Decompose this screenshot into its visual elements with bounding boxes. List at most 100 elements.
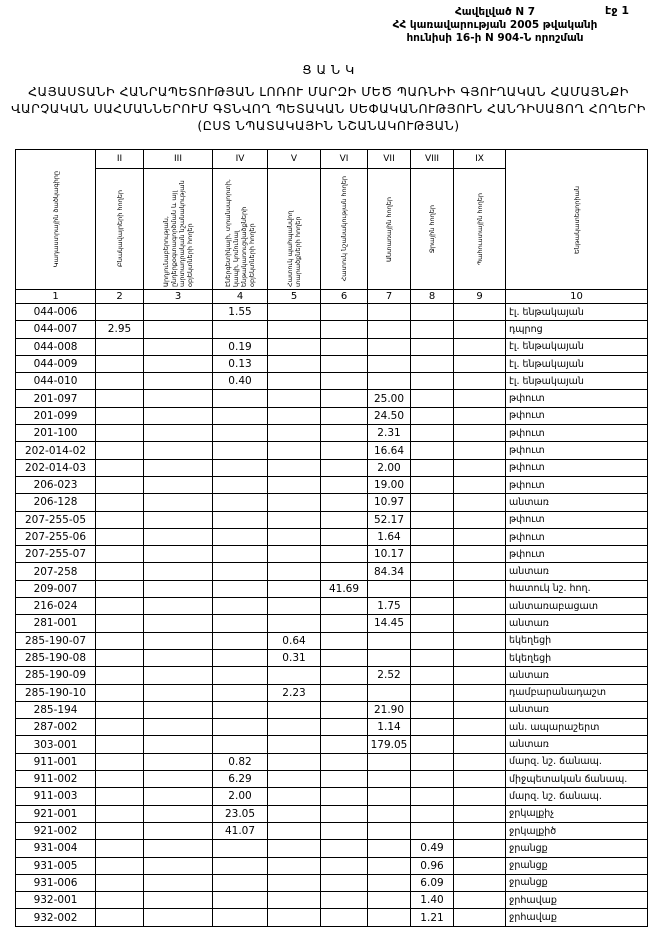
area-cell — [143, 614, 213, 633]
column-roman-4: IV — [212, 149, 268, 169]
area-cell — [267, 562, 321, 581]
area-cell — [143, 752, 213, 772]
area-cell — [320, 302, 368, 322]
subcategory-cell: եկեղեցի — [505, 648, 648, 668]
area-cell — [367, 683, 411, 702]
area-cell — [453, 320, 506, 339]
area-cell — [95, 579, 144, 599]
area-cell: 0.96 — [410, 856, 454, 875]
table-row: 932-002 1.21 ջրհավաք — [15, 908, 648, 927]
area-cell: 1.55 — [212, 302, 268, 322]
column-header-10: Ենթակատեգորիան — [505, 149, 648, 290]
area-cell — [410, 735, 454, 754]
area-cell — [143, 873, 213, 893]
area-cell — [212, 891, 268, 910]
area-cell — [95, 372, 144, 391]
table-row: 206-128 10.97 անտառ — [15, 493, 648, 512]
area-cell — [453, 735, 506, 754]
area-cell — [453, 839, 506, 858]
cadastral-code-cell: 921-002 — [15, 821, 96, 841]
area-cell — [143, 666, 213, 685]
cadastral-code-cell: 911-003 — [15, 787, 96, 806]
cadastral-code-cell: 932-001 — [15, 891, 96, 910]
area-cell: 1.21 — [410, 908, 454, 927]
area-cell: 0.31 — [267, 648, 321, 668]
area-cell — [453, 389, 506, 408]
cadastral-code-cell: 285-190-08 — [15, 648, 96, 668]
area-cell — [320, 787, 368, 806]
area-cell — [453, 527, 506, 547]
area-cell — [143, 700, 213, 720]
subcategory-cell: ջրհավաք — [505, 908, 648, 927]
column-header-4: Էներգետիկայի, տրանսպորտի, կապի, կոմունալ… — [212, 168, 268, 290]
area-cell — [95, 510, 144, 529]
area-cell — [367, 648, 411, 668]
area-cell — [267, 908, 321, 927]
area-cell — [267, 441, 321, 460]
area-cell — [320, 320, 368, 339]
area-cell — [95, 735, 144, 754]
area-cell — [212, 908, 268, 927]
annex-reference: Հավելված N 7 ՀՀ կառավարության 2005 թվակա… — [380, 6, 610, 45]
column-number: 8 — [410, 289, 454, 304]
area-cell — [453, 908, 506, 927]
area-cell — [95, 804, 144, 823]
cadastral-code-cell: 911-001 — [15, 752, 96, 772]
cadastral-code-cell: 044-009 — [15, 354, 96, 374]
area-cell — [95, 562, 144, 581]
area-cell — [212, 666, 268, 685]
area-cell — [95, 787, 144, 806]
area-cell: 2.00 — [367, 458, 411, 477]
area-cell — [367, 354, 411, 374]
cadastral-code-cell: 207-255-06 — [15, 527, 96, 547]
area-cell — [212, 545, 268, 564]
area-cell — [143, 770, 213, 789]
area-cell — [320, 389, 368, 408]
area-cell — [143, 527, 213, 547]
table-row: 287-002 1.14 ան. ապարաշերտ — [15, 718, 648, 737]
area-cell — [320, 527, 368, 547]
table-row: 202-014-02 16.64 թփուտ — [15, 441, 648, 460]
area-cell — [267, 545, 321, 564]
area-cell — [410, 700, 454, 720]
area-cell — [320, 648, 368, 668]
area-cell — [320, 614, 368, 633]
area-cell: 21.90 — [367, 700, 411, 720]
area-cell — [453, 441, 506, 460]
area-cell — [320, 908, 368, 927]
area-cell: 179.05 — [367, 735, 411, 754]
area-cell — [453, 579, 506, 599]
column-label: Հատուկ պահպանվող տարածքների հողեր — [286, 210, 302, 287]
area-cell: 2.00 — [212, 787, 268, 806]
subcategory-cell: էլ. ենթակայան — [505, 354, 648, 374]
area-cell — [95, 545, 144, 564]
area-cell — [267, 475, 321, 495]
column-roman-9: IX — [453, 149, 506, 169]
table-row: 285-194 21.90 անտառ — [15, 700, 648, 720]
table-row: 911-003 2.00 մարզ. նշ. ճանապ. — [15, 787, 648, 806]
area-cell — [95, 839, 144, 858]
area-cell — [367, 579, 411, 599]
column-number: 6 — [320, 289, 368, 304]
document-title-line-2: ՎԱՐՉԱԿԱՆ ՍԱՀՄԱՆՆԵՐՈՒՄ ԳՏՆՎՈՂ ՊԵՏԱԿԱՆ ՍԵՓ… — [11, 101, 646, 116]
area-cell — [410, 666, 454, 685]
column-number: 7 — [367, 289, 411, 304]
area-cell — [95, 821, 144, 841]
area-cell — [267, 614, 321, 633]
area-cell — [320, 493, 368, 512]
subcategory-cell: դամբարանադաշտ — [505, 683, 648, 702]
area-cell — [143, 821, 213, 841]
subcategory-cell: անտառ — [505, 493, 648, 512]
area-cell — [267, 406, 321, 426]
area-cell — [453, 510, 506, 529]
column-number: 5 — [267, 289, 321, 304]
area-cell — [453, 458, 506, 477]
area-cell — [453, 856, 506, 875]
cadastral-code-cell: 201-097 — [15, 389, 96, 408]
area-cell — [212, 424, 268, 443]
column-roman-5: V — [267, 149, 321, 169]
area-cell — [267, 302, 321, 322]
area-cell — [320, 821, 368, 841]
table-row: 044-006 1.55 էլ. ենթակայան — [15, 302, 648, 322]
annex-decree-line: ՀՀ կառավարության 2005 թվականի — [392, 19, 598, 31]
